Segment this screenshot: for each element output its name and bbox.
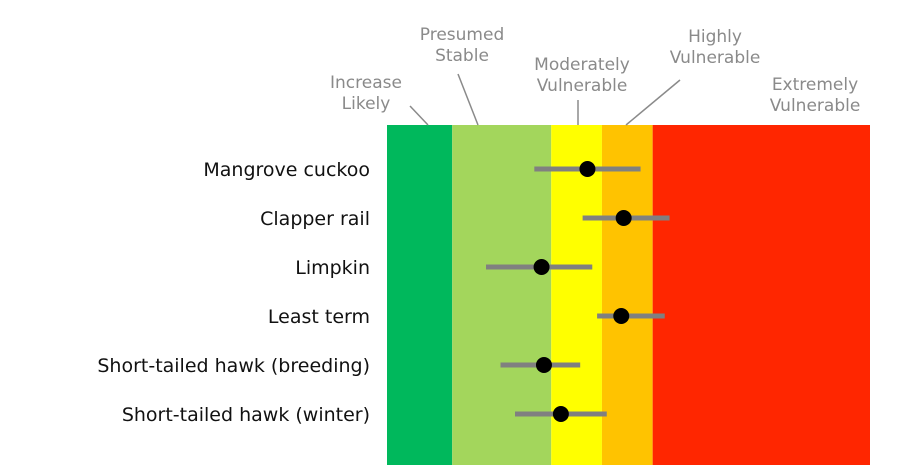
category-label-limpkin: Limpkin xyxy=(295,257,370,279)
leader-line-presumed-stable xyxy=(457,73,479,126)
category-label-short-tailed-hawk-breeding: Short-tailed hawk (breeding) xyxy=(97,355,370,377)
zone-label-line: Increase xyxy=(330,73,402,93)
zone-label-moderately-vulnerable: Moderately Vulnerable xyxy=(534,55,630,96)
zone-label-line: Presumed xyxy=(420,25,504,45)
zone-label-presumed-stable: Presumed Stable xyxy=(420,25,504,66)
point-limpkin xyxy=(533,259,550,275)
zone-label-line: Highly xyxy=(688,27,742,47)
zone-label-extremely-vulnerable: Extremely Vulnerable xyxy=(770,75,861,116)
zone-label-line: Stable xyxy=(435,46,489,66)
point-short-tailed-hawk-breeding xyxy=(535,357,552,373)
point-least-term xyxy=(613,308,630,324)
category-label-clapper-rail: Clapper rail xyxy=(260,208,370,230)
zone-label-line: Vulnerable xyxy=(537,76,628,96)
category-label-least-term: Least term xyxy=(268,306,370,328)
category-label-short-tailed-hawk-winter: Short-tailed hawk (winter) xyxy=(122,404,370,426)
category-labels: Mangrove cuckoo Clapper rail Limpkin Least … xyxy=(97,159,370,426)
point-mangrove-cuckoo xyxy=(579,161,596,177)
zone-bands xyxy=(387,125,870,465)
point-short-tailed-hawk-winter xyxy=(552,406,569,422)
zone-extremely-vulnerable xyxy=(652,125,870,465)
leader-line-increase-likely xyxy=(409,105,429,126)
zone-label-line: Vulnerable xyxy=(670,48,761,68)
zone-label-increase-likely: Increase Likely xyxy=(330,73,402,114)
zone-label-line: Moderately xyxy=(534,55,630,75)
zone-presumed-stable xyxy=(452,125,552,465)
data-points xyxy=(533,161,632,422)
zone-label-line: Likely xyxy=(342,94,391,114)
zone-label-highly-vulnerable: Highly Vulnerable xyxy=(670,27,761,68)
zone-label-leaders xyxy=(409,73,681,126)
zone-increase-likely xyxy=(387,125,453,465)
zone-highly-vulnerable xyxy=(601,125,653,465)
zone-label-line: Extremely xyxy=(772,75,858,95)
zone-label-line: Vulnerable xyxy=(770,96,861,116)
category-label-mangrove-cuckoo: Mangrove cuckoo xyxy=(203,159,370,181)
point-clapper-rail xyxy=(615,210,632,226)
leader-line-highly-vulnerable xyxy=(625,79,681,126)
